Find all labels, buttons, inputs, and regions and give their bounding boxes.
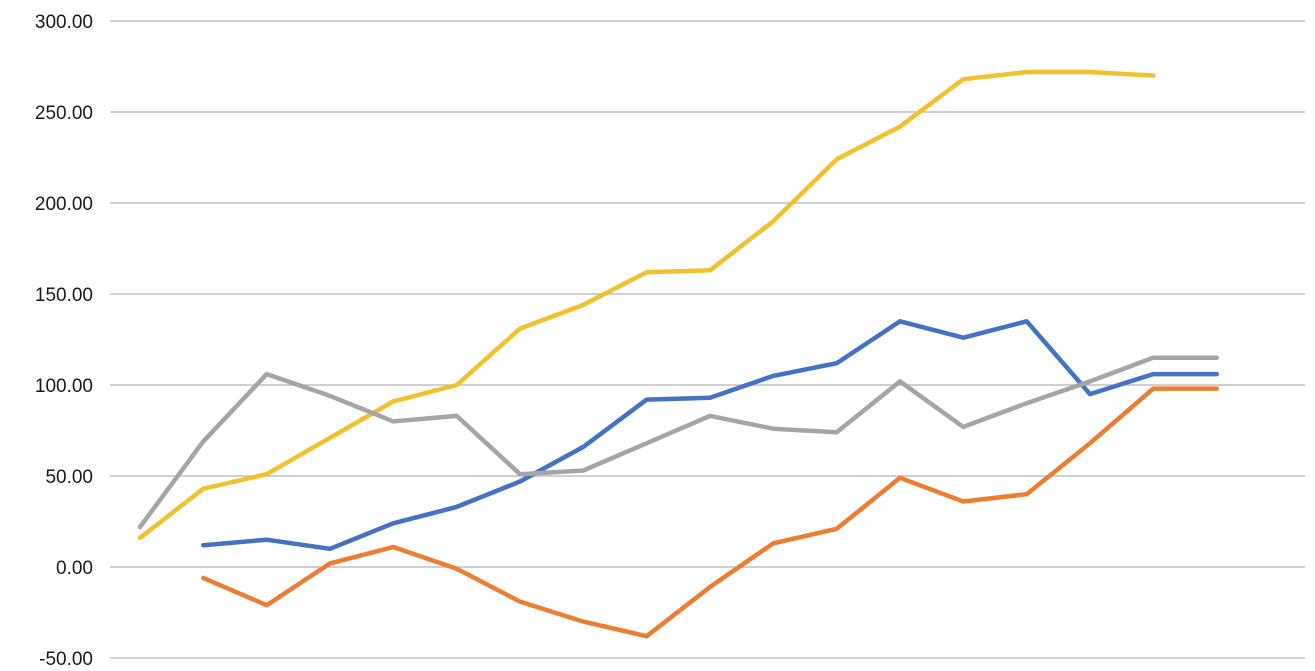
y-tick-label: 50.00 xyxy=(45,467,93,488)
y-axis-tick-labels: 300.00 250.00 200.00 150.00 100.00 50.00 0.00 -… xyxy=(35,12,93,670)
y-tick-label: 250.00 xyxy=(35,103,93,124)
series-line-2 xyxy=(201,319,1219,552)
series-line-1 xyxy=(137,69,1156,541)
y-tick-label: -50.00 xyxy=(39,649,93,670)
y-tick-label: 0.00 xyxy=(56,558,93,579)
y-tick-label: 300.00 xyxy=(35,12,93,33)
y-tick-label: 100.00 xyxy=(35,376,93,397)
series-lines xyxy=(137,69,1219,639)
gridlines xyxy=(110,20,1305,659)
series-line-4 xyxy=(201,386,1219,639)
series-line-3 xyxy=(137,355,1219,530)
y-tick-label: 200.00 xyxy=(35,194,93,215)
y-tick-label: 150.00 xyxy=(35,285,93,306)
